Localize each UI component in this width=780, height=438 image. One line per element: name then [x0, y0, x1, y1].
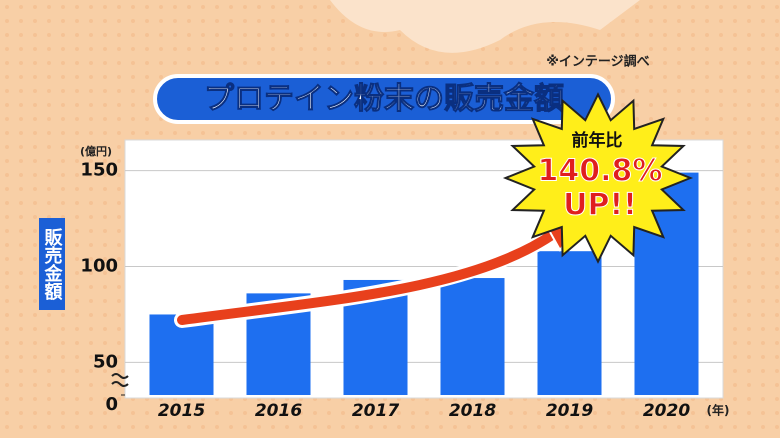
arrow [177, 230, 557, 325]
source-note: ※インテージ調べ [546, 54, 649, 70]
x-tick-label: 2020 [643, 401, 690, 421]
annotation-value: 140.8% [538, 154, 663, 189]
y-tick-label: 0 [105, 394, 118, 415]
chart-title: プロテイン粉末の販売金額 [204, 82, 564, 117]
bar [537, 251, 602, 395]
annotation-label: 前年比 [572, 130, 623, 151]
x-tick-label: 2019 [546, 401, 593, 421]
y-tick-label: 50 [93, 351, 118, 372]
x-tick-label: 2015 [158, 401, 205, 421]
y-tick-label: 150 [80, 160, 118, 181]
y-tick-label: 100 [80, 256, 118, 277]
y-axis-label: 販売金額 [42, 228, 64, 301]
x-tick-label: 2016 [255, 401, 302, 421]
y-label-box [39, 218, 65, 310]
axis-break [111, 373, 129, 387]
annotation-suffix: UP!! [563, 188, 637, 223]
x-tick-label: 2017 [352, 401, 399, 421]
bar [440, 278, 505, 395]
starburst [502, 92, 694, 264]
y-unit: (億円) [80, 144, 112, 158]
x-tick-label: 2018 [449, 401, 496, 421]
x-unit: (年) [707, 403, 730, 418]
title-banner [153, 74, 615, 124]
map-shape [330, 0, 640, 53]
